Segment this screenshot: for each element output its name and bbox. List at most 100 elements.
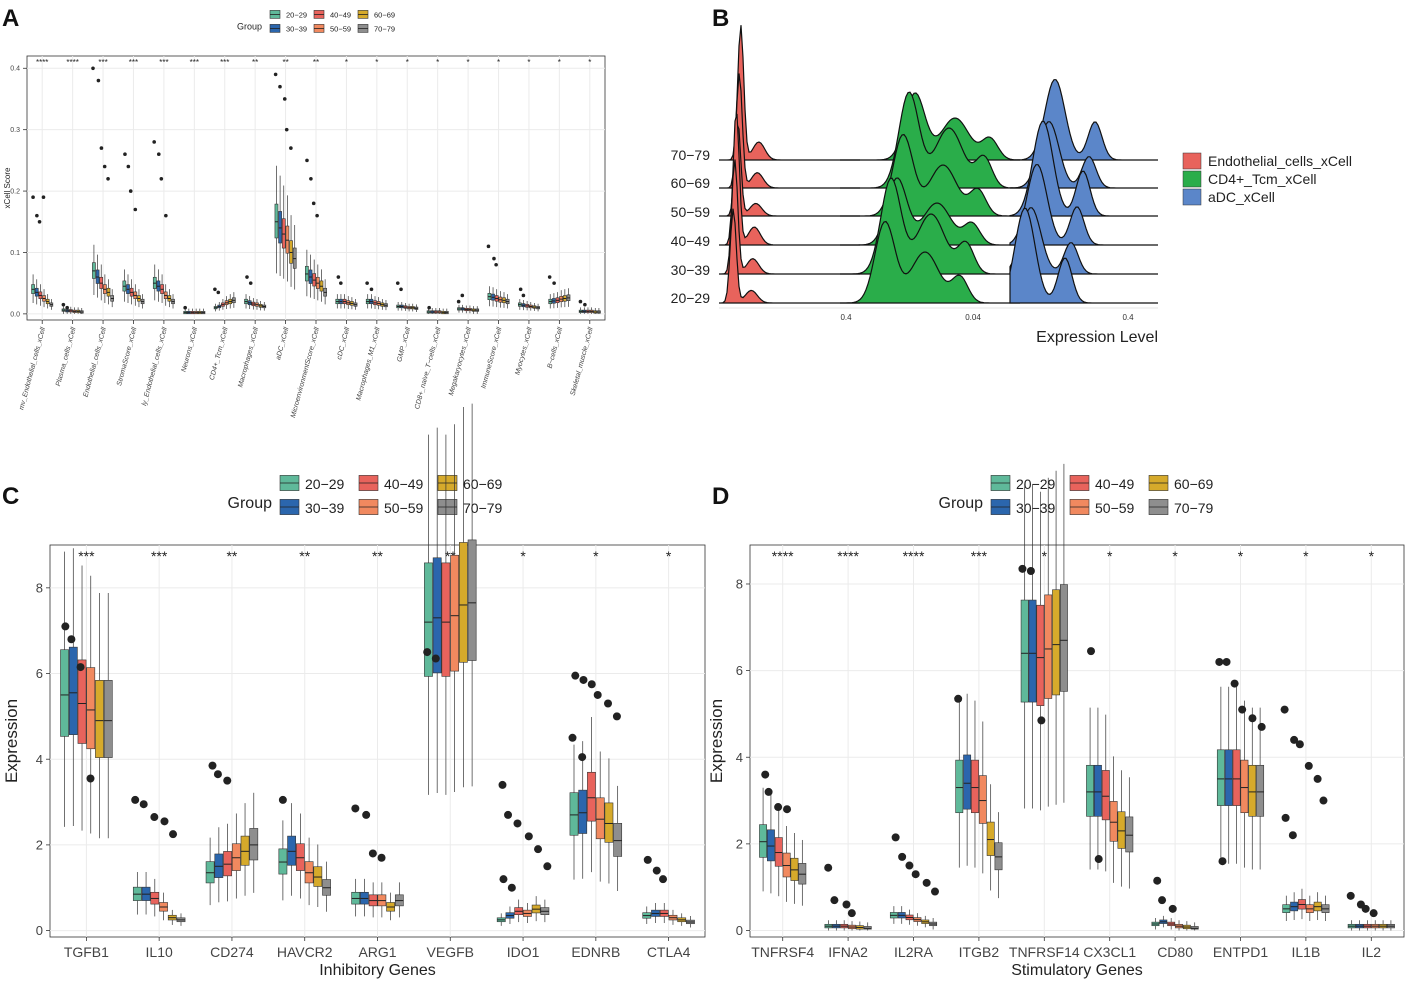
box-60−69 (441, 308, 445, 315)
x-tick-label: CD8+_naive_T−cells_xCell (414, 326, 443, 410)
box-40−49 (99, 264, 104, 301)
significance-label: * (588, 58, 591, 67)
box-30−39 (832, 920, 841, 931)
legend-label-60−69: 60−69 (374, 11, 395, 20)
box-30−39 (156, 269, 161, 302)
panel-c-chart: Group 20−29 30−39 40−49 50−59 60−69 70−79 0 2 4 6 8… (2, 403, 706, 979)
box-40−49 (840, 920, 849, 931)
outlier-point (362, 810, 371, 819)
outlier-point (783, 805, 792, 814)
legend-key-endothelial (1182, 152, 1202, 170)
box-50−59 (255, 299, 259, 310)
category-IL1B: * (1280, 548, 1330, 921)
x-tick-label: IL1B (1291, 944, 1320, 960)
legend-key-70−79 (437, 499, 458, 515)
category-CD4+_Tcm_xCell: *** (213, 58, 236, 312)
outlier-point (1319, 796, 1328, 805)
box-iqr (978, 775, 987, 824)
box-30−39 (767, 794, 775, 894)
box-60−69 (459, 407, 468, 788)
box-50−59 (468, 305, 472, 314)
outlier-point (486, 244, 491, 249)
significance-label: * (375, 58, 378, 67)
box-70−79 (322, 861, 331, 912)
box-40−49 (403, 303, 408, 311)
outlier-point (31, 195, 35, 200)
category-ENTPD1: * (1215, 548, 1266, 870)
box-iqr (1216, 749, 1225, 806)
box-60−69 (1379, 920, 1387, 931)
box-70−79 (1321, 895, 1330, 921)
outlier-point (1168, 904, 1177, 913)
box-iqr (955, 759, 964, 814)
box-iqr (1094, 764, 1102, 817)
x-tick-label: HAVCR2 (277, 944, 333, 960)
box-20−29 (365, 294, 370, 309)
ridge-aDC_xCell (1009, 120, 1158, 217)
outlier-point (1218, 857, 1227, 866)
y-tick-label: 0 (36, 923, 43, 938)
box-iqr (278, 848, 288, 875)
box-40−49 (312, 259, 317, 300)
x-tick-label: ARG1 (358, 944, 396, 960)
significance-label: ** (282, 58, 288, 67)
box-30−39 (278, 175, 282, 277)
legend-label-40−49: 40−49 (1095, 476, 1135, 492)
box-70−79 (292, 225, 297, 290)
significance-label: ** (226, 548, 237, 564)
panel-b-y-label-30: 30−39 (671, 262, 711, 278)
box-iqr (295, 843, 305, 871)
outlier-point (284, 127, 289, 132)
box-20−29 (1086, 707, 1095, 870)
legend-label-endothelial: Endothelial_cells_xCell (1208, 153, 1352, 169)
outlier-point (133, 207, 138, 212)
box-40−49 (1363, 920, 1372, 931)
significance-label: *** (220, 58, 229, 67)
box-50−59 (407, 303, 411, 312)
x-tick-label: CD80 (1157, 944, 1193, 960)
x-axis-title: Inhibitory Genes (319, 962, 436, 979)
box-20−29 (548, 294, 553, 309)
outlier-point (593, 690, 602, 699)
y-tick-label: 8 (36, 580, 43, 595)
legend-key-60−69 (437, 475, 458, 491)
box-40−49 (1232, 686, 1241, 864)
box-20−29 (1282, 895, 1291, 921)
box-30−39 (1224, 686, 1233, 864)
box-60−69 (319, 269, 324, 302)
box-50−59 (231, 813, 241, 899)
y-tick-label: 2 (736, 836, 743, 851)
ridge-CD4+_Tcm_xCell (840, 133, 1020, 217)
panel-b-x-axis-title: Expression Level (1036, 329, 1158, 346)
box-60−69 (380, 299, 385, 310)
outlier-point (99, 146, 104, 150)
box-60−69 (677, 913, 687, 926)
outlier-point (152, 140, 156, 144)
outlier-point (423, 648, 432, 657)
box-50−59 (285, 195, 290, 282)
category-Skeletal_muscle_xCell: * (578, 58, 601, 314)
box-60−69 (167, 289, 172, 308)
box-20−29 (61, 306, 66, 314)
box-iqr (68, 646, 78, 735)
outlier-point (213, 770, 222, 779)
outlier-point (504, 810, 513, 819)
box-50−59 (978, 721, 987, 874)
significance-label: *** (151, 548, 168, 564)
legend-title: Group (228, 495, 273, 512)
outlier-point (911, 870, 920, 879)
outlier-point (571, 671, 580, 680)
outlier-point (842, 900, 851, 909)
box-30−39 (505, 906, 515, 924)
box-50−59 (194, 308, 198, 315)
outlier-point (1295, 740, 1304, 749)
y-tick-label: 0.0 (10, 311, 20, 318)
box-60−69 (532, 303, 537, 311)
outlier-point (659, 875, 668, 884)
box-60−69 (1117, 770, 1126, 887)
box-60−69 (531, 896, 541, 922)
box-20−29 (457, 304, 461, 313)
y-tick-label: 2 (36, 837, 43, 852)
box-20−29 (396, 302, 400, 311)
significance-label: * (345, 58, 348, 67)
